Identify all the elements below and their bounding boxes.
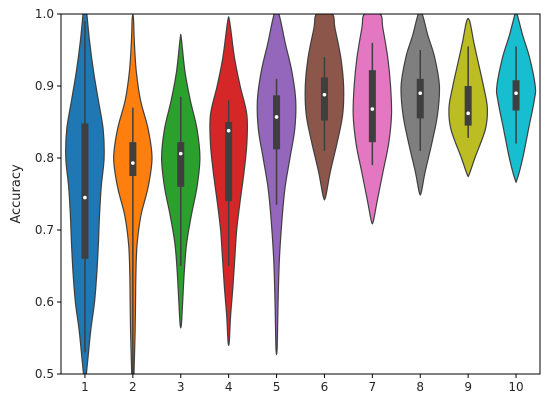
violin-median-3 (178, 151, 183, 156)
x-tick-label: 3 (177, 380, 185, 394)
violin-median-9 (466, 111, 470, 116)
violin-10 (495, 14, 537, 183)
violin-box-3 (177, 142, 185, 187)
violin-1 (65, 14, 105, 374)
plot-frame (60, 13, 541, 375)
y-tick-label: 0.5 (35, 367, 54, 381)
x-tick-label: 10 (508, 380, 523, 394)
x-tick-label: 7 (369, 380, 377, 394)
violin-box-8 (416, 78, 424, 119)
y-tick-label: 1.0 (35, 7, 54, 21)
x-tick-label: 1 (81, 380, 89, 394)
violin-5 (256, 14, 297, 356)
x-tick-label: 6 (321, 380, 329, 394)
violin-box-2 (129, 142, 137, 176)
violin-7 (352, 14, 393, 225)
x-tick-label: 2 (129, 380, 137, 394)
violin-median-1 (83, 195, 87, 200)
violin-6 (304, 14, 345, 201)
violin-box-4 (225, 122, 233, 202)
violin-median-6 (322, 92, 327, 97)
y-axis-label: Accuracy (9, 164, 24, 224)
x-tick-label: 9 (464, 380, 472, 394)
violin-3 (160, 33, 201, 329)
x-tick-label: 4 (225, 380, 233, 394)
violin-8 (400, 14, 441, 196)
violin-box-10 (512, 80, 520, 111)
violin-median-10 (514, 91, 518, 95)
violin-median-8 (418, 91, 423, 95)
violin-4 (209, 16, 249, 347)
axes-layer: 0.5 0.6 0.7 0.8 0.9 1.0 1 2 3 4 5 6 7 8 9 10 (35, 7, 541, 394)
violin-2 (113, 14, 153, 374)
y-tick-label: 0.8 (35, 151, 54, 165)
violin-box-5 (273, 95, 281, 150)
y-tick-label: 0.7 (35, 223, 54, 237)
x-tick-label: 8 (416, 380, 424, 394)
y-tick-label: 0.6 (35, 295, 54, 309)
violins-layer (65, 14, 537, 374)
violin-median-4 (226, 128, 231, 133)
violin-median-5 (274, 115, 279, 119)
y-tick-label: 0.9 (35, 79, 54, 93)
violin-box-1 (81, 123, 89, 259)
violin-box-6 (320, 77, 328, 121)
violin-median-7 (370, 107, 375, 111)
violin-median-2 (131, 161, 135, 165)
violin-9 (448, 17, 489, 178)
x-tick-label: 5 (273, 380, 281, 394)
violin-box-7 (368, 70, 376, 143)
violin-box-9 (464, 86, 472, 126)
